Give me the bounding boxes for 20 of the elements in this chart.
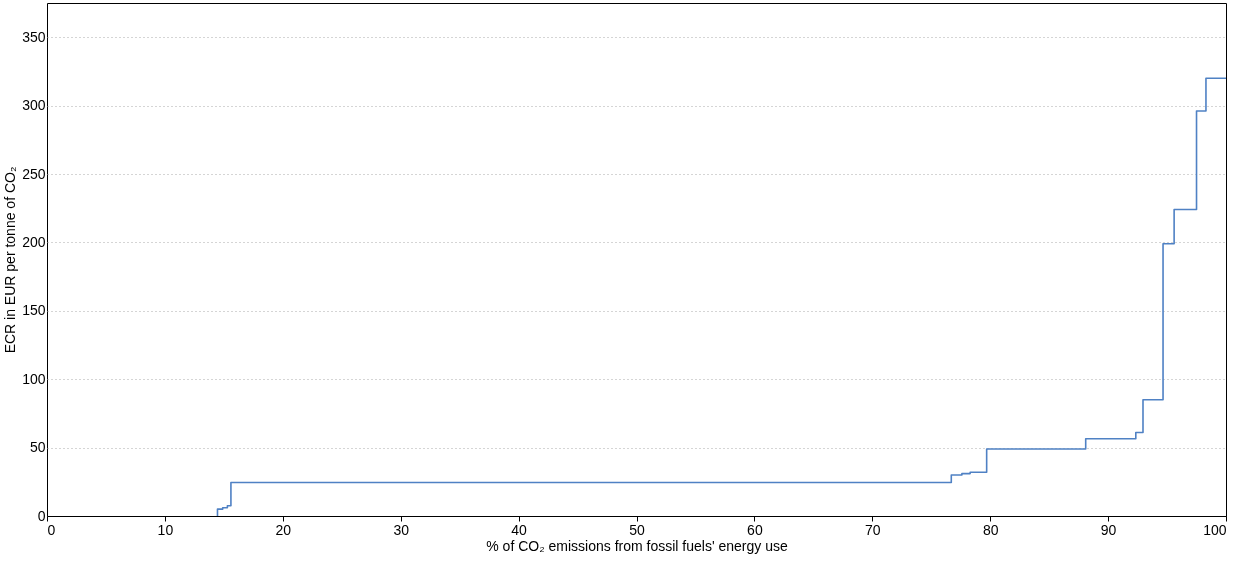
x-tick-label: 10 <box>157 521 174 538</box>
y-tick-label: 250 <box>22 165 46 182</box>
x-tick-label: 80 <box>982 521 999 538</box>
y-tick-label: 200 <box>22 233 46 250</box>
y-axis-title: ECR in EUR per tonne of CO₂ <box>2 166 19 354</box>
x-tick-label: 70 <box>865 521 881 538</box>
y-tick-label: 0 <box>37 507 46 524</box>
y-tick-label: 350 <box>22 28 46 45</box>
x-tick-label: 60 <box>747 521 763 538</box>
x-tick-label: 100 <box>1203 521 1227 538</box>
x-tick-label: 50 <box>629 521 645 538</box>
y-tick-label: 300 <box>22 97 46 114</box>
x-tick-label: 90 <box>1100 521 1117 538</box>
y-tick-label: 100 <box>22 370 46 387</box>
y-tick-label: 50 <box>29 439 46 456</box>
x-tick-label: 30 <box>393 521 410 538</box>
x-tick-label: 20 <box>275 521 292 538</box>
y-tick-label: 150 <box>22 302 46 319</box>
x-tick-label: 40 <box>511 521 528 538</box>
x-axis-title: % of CO₂ emissions from fossil fuels' energy use <box>486 537 788 554</box>
